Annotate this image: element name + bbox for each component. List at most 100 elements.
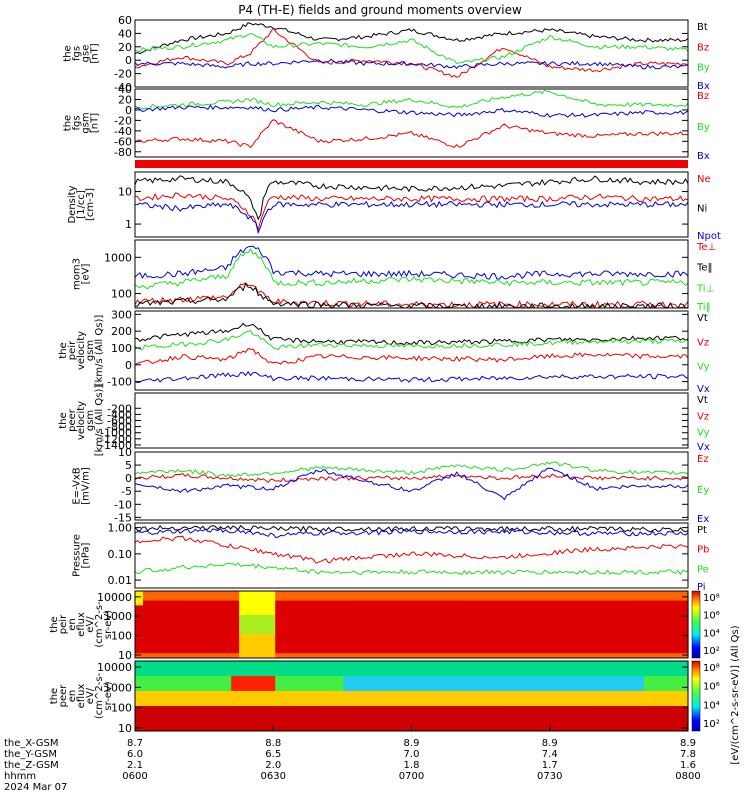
spectrogram-cell <box>179 610 184 616</box>
spectrogram-cell <box>659 701 665 707</box>
spectrogram-cell <box>527 676 533 682</box>
spectrogram-cell <box>147 726 152 732</box>
spectrogram-cell <box>367 701 373 707</box>
spectrogram-cell <box>447 634 453 640</box>
spectrogram-cell <box>343 643 348 649</box>
spectrogram-cell <box>555 653 561 659</box>
spectrogram-cell <box>323 591 328 597</box>
spectrogram-cell <box>611 634 617 640</box>
spectrogram-cell <box>459 711 465 717</box>
spectrogram-cell <box>463 591 469 597</box>
spectrogram-cell <box>447 605 453 611</box>
spectrogram-cell <box>591 711 597 717</box>
spectrogram-cell <box>559 711 565 717</box>
spectrogram-cell <box>183 653 188 659</box>
spectrogram-cell <box>427 666 433 672</box>
spectrogram-cell <box>355 711 361 717</box>
spectrogram-cell <box>135 671 140 677</box>
spectrogram-cell <box>251 648 256 654</box>
spectrogram-cell <box>183 716 188 722</box>
spectrogram-cell <box>567 624 573 630</box>
spectrogram-cell <box>623 619 629 625</box>
spectrogram-cell <box>167 711 172 717</box>
spectrogram-cell <box>647 716 653 722</box>
spectrogram-cell <box>631 681 637 687</box>
spectrogram-cell <box>327 619 332 625</box>
spectrogram-cell <box>183 666 188 672</box>
spectrogram-cell <box>263 648 268 654</box>
spectrogram-cell <box>435 676 441 682</box>
spectrogram-cell <box>575 653 581 659</box>
spectrogram-cell <box>155 726 160 732</box>
spectrogram-cell <box>675 681 681 687</box>
spectrogram-cell <box>271 591 276 597</box>
spectrogram-cell <box>423 614 429 621</box>
spectrogram-cell <box>243 643 248 649</box>
spectrogram-cell <box>139 605 144 611</box>
spectrogram-cell <box>263 653 268 659</box>
spectrogram-cell <box>491 643 497 649</box>
spectrogram-cell <box>383 696 389 702</box>
spectrogram-cell <box>503 614 509 621</box>
spectrogram-cell <box>551 676 557 682</box>
spectrogram-cell <box>227 696 232 702</box>
spectrogram-cell <box>539 653 545 659</box>
spectrogram-cell <box>367 666 373 672</box>
spectrogram-cell <box>639 624 645 630</box>
spectrogram-cell <box>191 701 196 707</box>
spectrogram-cell <box>299 643 304 649</box>
spectrogram-cell <box>423 706 429 712</box>
spectrogram-cell <box>615 706 621 712</box>
y-axis-label: gsm <box>85 340 96 361</box>
spectrogram-cell <box>275 638 280 645</box>
spectrogram-cell <box>655 653 661 659</box>
spectrogram-cell <box>459 600 465 606</box>
spectrogram-cell <box>419 638 425 645</box>
spectrogram-cell <box>315 706 320 712</box>
spectrogram-cell <box>431 671 437 677</box>
spectrogram-cell <box>571 671 577 677</box>
spectrogram-cell <box>607 706 613 712</box>
spectrogram-cell <box>171 619 176 625</box>
spectrogram-cell <box>395 716 401 722</box>
spectrogram-cell <box>283 653 288 659</box>
spectrogram-cell <box>195 666 200 672</box>
spectrogram-cell <box>315 600 320 606</box>
spectrogram-cell <box>379 643 385 649</box>
spectrogram-cell <box>339 706 344 712</box>
spectrogram-cell <box>459 595 465 602</box>
spectrogram-cell <box>467 595 473 602</box>
spectrogram-cell <box>611 600 617 606</box>
spectrogram-cell <box>279 629 284 635</box>
spectrogram-cell <box>179 676 184 682</box>
spectrogram-cell <box>419 726 425 732</box>
spectrogram-cell <box>303 681 308 687</box>
spectrogram-cell <box>623 605 629 611</box>
spectrogram-cell <box>199 671 204 677</box>
y-axis-label: [eV] <box>81 264 92 285</box>
spectrogram-cell <box>523 605 529 611</box>
spectrogram-cell <box>379 591 385 597</box>
spectrogram-cell <box>531 716 537 722</box>
spectrogram-cell <box>139 706 144 712</box>
spectrogram-cell <box>399 671 405 677</box>
spectrogram-cell <box>323 701 328 707</box>
spectrogram-cell <box>527 653 533 659</box>
spectrogram-cell <box>567 648 573 654</box>
spectrogram-cell <box>343 619 348 625</box>
spectrogram-cell <box>311 619 316 625</box>
spectrogram-cell <box>279 605 284 611</box>
spectrogram-cell <box>159 648 164 654</box>
spectrogram-cell <box>403 595 409 602</box>
spectrogram-cell <box>467 706 473 712</box>
spectrogram-cell <box>247 595 252 602</box>
spectrogram-cell <box>647 726 653 732</box>
spectrogram-cell <box>311 653 316 659</box>
spectrogram-cell <box>587 624 593 630</box>
spectrogram-cell <box>263 676 268 682</box>
spectrogram-cell <box>555 634 561 640</box>
spectrogram-cell <box>407 638 413 645</box>
spectrogram-cell <box>427 614 433 621</box>
spectrogram-cell <box>667 671 673 677</box>
spectrogram-cell <box>639 653 645 659</box>
